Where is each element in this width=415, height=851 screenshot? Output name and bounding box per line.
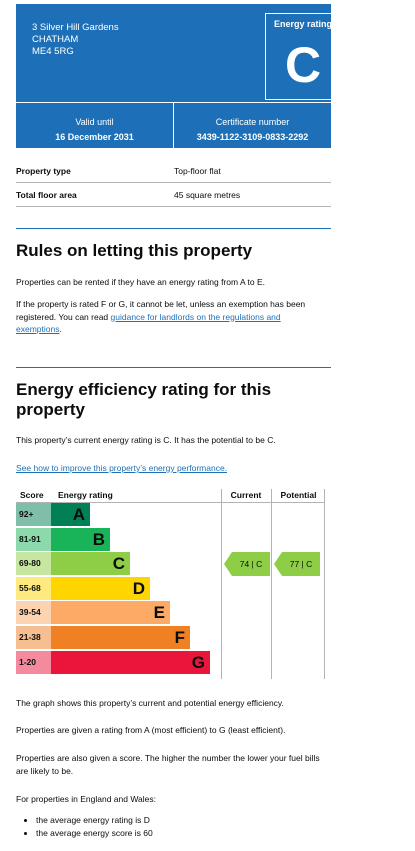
explanation-paragraph: The graph shows this property’s current … — [16, 698, 284, 708]
summary-key: Total floor area — [16, 190, 77, 200]
explanation-paragraph: Properties are also given a score. The h… — [16, 753, 320, 776]
average-list: the average energy rating is D the avera… — [24, 814, 153, 840]
chart-header-line — [16, 502, 325, 503]
band-bar-f: F — [51, 626, 190, 649]
improve-performance-link[interactable]: See how to improve this property’s energ… — [16, 463, 228, 473]
address-line: 3 Silver Hill Gardens — [32, 22, 119, 33]
summary-row-floor-area: Total floor area 45 square metres — [16, 183, 331, 207]
band-bar-c: C — [51, 552, 130, 576]
explanation-paragraph: For properties in England and Wales: — [16, 794, 157, 804]
rules-heading: Rules on letting this property — [16, 241, 253, 260]
potential-arrow-polygon — [274, 551, 320, 576]
energy-rating-label: Energy rating — [273, 19, 332, 29]
chart-column-line — [271, 489, 272, 679]
column-header-score: Score — [20, 490, 44, 500]
band-score-c: 69-80 — [16, 552, 51, 576]
current-rating-label: 74 | C — [239, 558, 263, 569]
rules-text: If the property is rated F or G, it cann… — [16, 299, 306, 322]
efficiency-paragraph: This property’s current energy rating is… — [16, 435, 276, 445]
address-line: ME4 5RG — [32, 46, 74, 57]
band-score-d: 55-68 — [16, 576, 51, 600]
current-arrow-shape — [224, 551, 270, 576]
section-divider — [16, 228, 331, 229]
potential-arrow-shape — [274, 551, 320, 576]
band-score-e: 39-54 — [16, 601, 51, 625]
chart-column-line — [221, 489, 222, 679]
certificate-header: 3 Silver Hill Gardens CHATHAM ME4 5RG En… — [16, 4, 341, 148]
valid-until-value: 16 December 2031 — [55, 132, 134, 142]
certificate-number: Certificate number 3439-1122-3109-0833-2… — [174, 117, 331, 142]
landlord-guidance-link[interactable]: guidance for landlords on the regulation… — [16, 311, 281, 335]
efficiency-heading: Energy efficiency rating for this proper… — [16, 380, 272, 419]
list-item: the average energy rating is D — [24, 814, 153, 827]
band-score-g: 1-20 — [16, 650, 51, 674]
section-divider — [16, 367, 331, 368]
band-bar-g: G — [51, 650, 210, 674]
certificate-number-value: 3439-1122-3109-0833-2292 — [196, 132, 309, 142]
summary-row-property-type: Property type Top-floor flat — [16, 159, 331, 183]
improve-paragraph: See how to improve this property’s energ… — [16, 462, 326, 475]
explanation-paragraph: Properties are given a rating from A (mo… — [16, 725, 286, 735]
band-score-f: 21-38 — [16, 626, 51, 649]
column-header-energy-rating: Energy rating — [58, 490, 113, 500]
energy-rating-box: Energy rating C — [265, 13, 341, 100]
property-address: 3 Silver Hill Gardens CHATHAM ME4 5RG — [32, 22, 119, 58]
column-header-current: Current — [230, 490, 262, 500]
valid-until-label: Valid until — [75, 117, 114, 127]
band-bar-b: B — [51, 527, 110, 551]
header-divider — [173, 102, 174, 148]
column-header-potential: Potential — [280, 490, 317, 500]
band-score-b: 81-91 — [16, 527, 51, 551]
certificate-number-label: Certificate number — [215, 117, 290, 127]
current-arrow-polygon — [224, 551, 270, 576]
band-score-a: 92+ — [16, 503, 51, 526]
valid-until: Valid until 16 December 2031 — [16, 117, 173, 142]
rules-text: . — [59, 324, 62, 334]
band-bar-d: D — [51, 576, 150, 600]
rules-paragraph: Properties can be rented if they have an… — [16, 277, 266, 287]
band-bar-a: A — [51, 503, 90, 526]
list-item: the average energy score is 60 — [24, 827, 153, 840]
band-bar-e: E — [51, 601, 170, 625]
rules-paragraph-exemptions: If the property is rated F or G, it cann… — [16, 298, 326, 336]
energy-rating-chart: Score Energy rating Current Potential 92… — [16, 489, 325, 679]
summary-key: Property type — [16, 166, 71, 176]
potential-rating-label: 77 | C — [289, 558, 313, 569]
address-line: CHATHAM — [32, 34, 79, 45]
summary-value: Top-floor flat — [174, 166, 221, 176]
summary-value: 45 square metres — [174, 190, 241, 200]
chart-column-line — [324, 489, 325, 679]
energy-rating-letter: C — [284, 37, 322, 93]
